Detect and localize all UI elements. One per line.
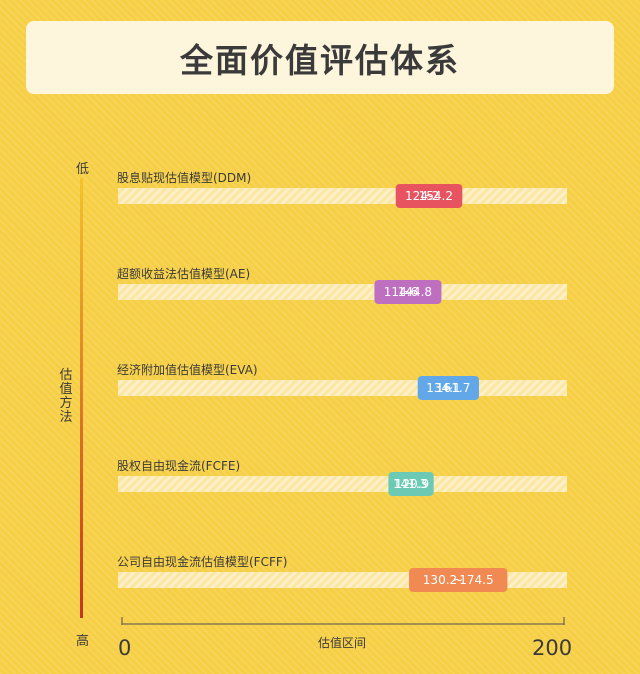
category-label: 股权自由现金流(FCFE): [117, 458, 240, 473]
range-track: [118, 284, 567, 300]
range-row: 经济附加值估值模型(EVA) 134.1~161.7: [117, 362, 567, 400]
category-label: 股息贴现估值模型(DDM): [117, 170, 251, 185]
range-high-label: 141.3: [393, 477, 427, 491]
range-row: 公司自由现金流估值模型(FCFF) 130.2~174.5: [117, 554, 567, 592]
range-row: 超额收益法估值模型(AE) 114.6~144.8: [117, 266, 567, 304]
range-track: [118, 476, 567, 492]
range-high-label: 161.7: [436, 381, 470, 395]
y-axis-line: [80, 178, 83, 618]
range-low-label: 120.9: [395, 477, 429, 491]
range-high-label: 154.2: [419, 189, 453, 203]
range-low-label: 114.6: [384, 285, 418, 299]
range-bar: [395, 184, 463, 208]
range-bar: [409, 568, 508, 592]
range-bar: [388, 472, 434, 496]
range-separator: ~: [443, 381, 453, 395]
x-tick-max: 200: [532, 636, 573, 660]
range-separator: ~: [403, 285, 413, 299]
range-bar: [417, 376, 479, 400]
range-separator: ~: [424, 189, 434, 203]
range-low-label: 130.2: [423, 573, 457, 587]
y-axis-label: 估值方法: [59, 368, 73, 425]
range-high-label: 144.8: [398, 285, 432, 299]
page-title: 全面价值评估体系: [180, 40, 460, 80]
range-low-label: 124.2: [405, 189, 439, 203]
range-separator: ~: [453, 573, 463, 587]
y-low-label: 低: [76, 162, 90, 177]
x-tick-min: 0: [118, 636, 132, 660]
category-label: 超额收益法估值模型(AE): [117, 266, 250, 281]
range-bar: [374, 280, 442, 304]
range-separator: ~: [406, 477, 416, 491]
category-label: 经济附加值估值模型(EVA): [117, 362, 258, 377]
range-high-label: 174.5: [459, 573, 493, 587]
range-row: 股权自由现金流(FCFE) 120.9~141.3: [117, 458, 567, 496]
range-low-label: 134.1: [426, 381, 460, 395]
category-label: 公司自由现金流估值模型(FCFF): [117, 554, 287, 569]
range-track: [118, 380, 567, 396]
y-high-label: 高: [76, 634, 90, 649]
title-box: 全面价值评估体系: [26, 21, 614, 94]
x-axis-label: 估值区间: [317, 636, 366, 650]
range-track: [118, 188, 567, 204]
range-row: 股息贴现估值模型(DDM) 124.2~154.2: [117, 170, 567, 208]
